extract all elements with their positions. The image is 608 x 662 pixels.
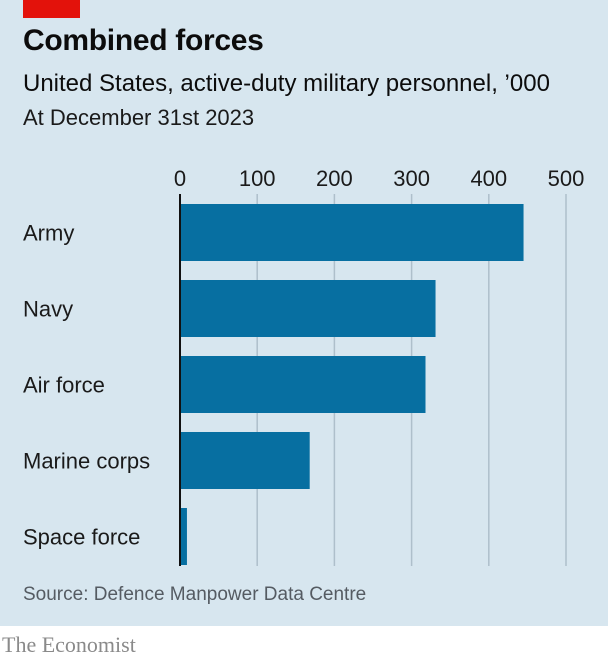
category-label: Air force xyxy=(23,373,105,398)
bar-space-force xyxy=(180,508,187,565)
category-label: Navy xyxy=(23,297,73,322)
x-tick-label: 0 xyxy=(174,166,186,191)
bar-army xyxy=(180,204,524,261)
category-label: Army xyxy=(23,221,74,246)
source-note: Source: Defence Manpower Data Centre xyxy=(23,584,367,605)
x-tick-label: 300 xyxy=(393,166,430,191)
category-label: Marine corps xyxy=(23,449,150,474)
brand-wordmark: The Economist xyxy=(2,632,136,657)
chart-panel: Combined forces United States, active-du… xyxy=(0,0,608,626)
date-note: At December 31st 2023 xyxy=(23,105,255,130)
x-tick-label: 200 xyxy=(316,166,353,191)
chart-title: Combined forces xyxy=(23,24,264,57)
x-tick-label: 400 xyxy=(470,166,507,191)
brand-red-tag xyxy=(23,0,80,18)
bar-navy xyxy=(180,280,436,337)
bar-marine-corps xyxy=(180,432,310,489)
bar-chart: 0 100 200 300 400 500 Army Navy Air force Marine … xyxy=(23,166,585,566)
x-tick-label: 500 xyxy=(548,166,585,191)
chart-subtitle: United States, active-duty military pers… xyxy=(23,70,550,97)
bar-air-force xyxy=(180,356,426,413)
x-tick-label: 100 xyxy=(239,166,276,191)
category-label: Space force xyxy=(23,525,140,550)
